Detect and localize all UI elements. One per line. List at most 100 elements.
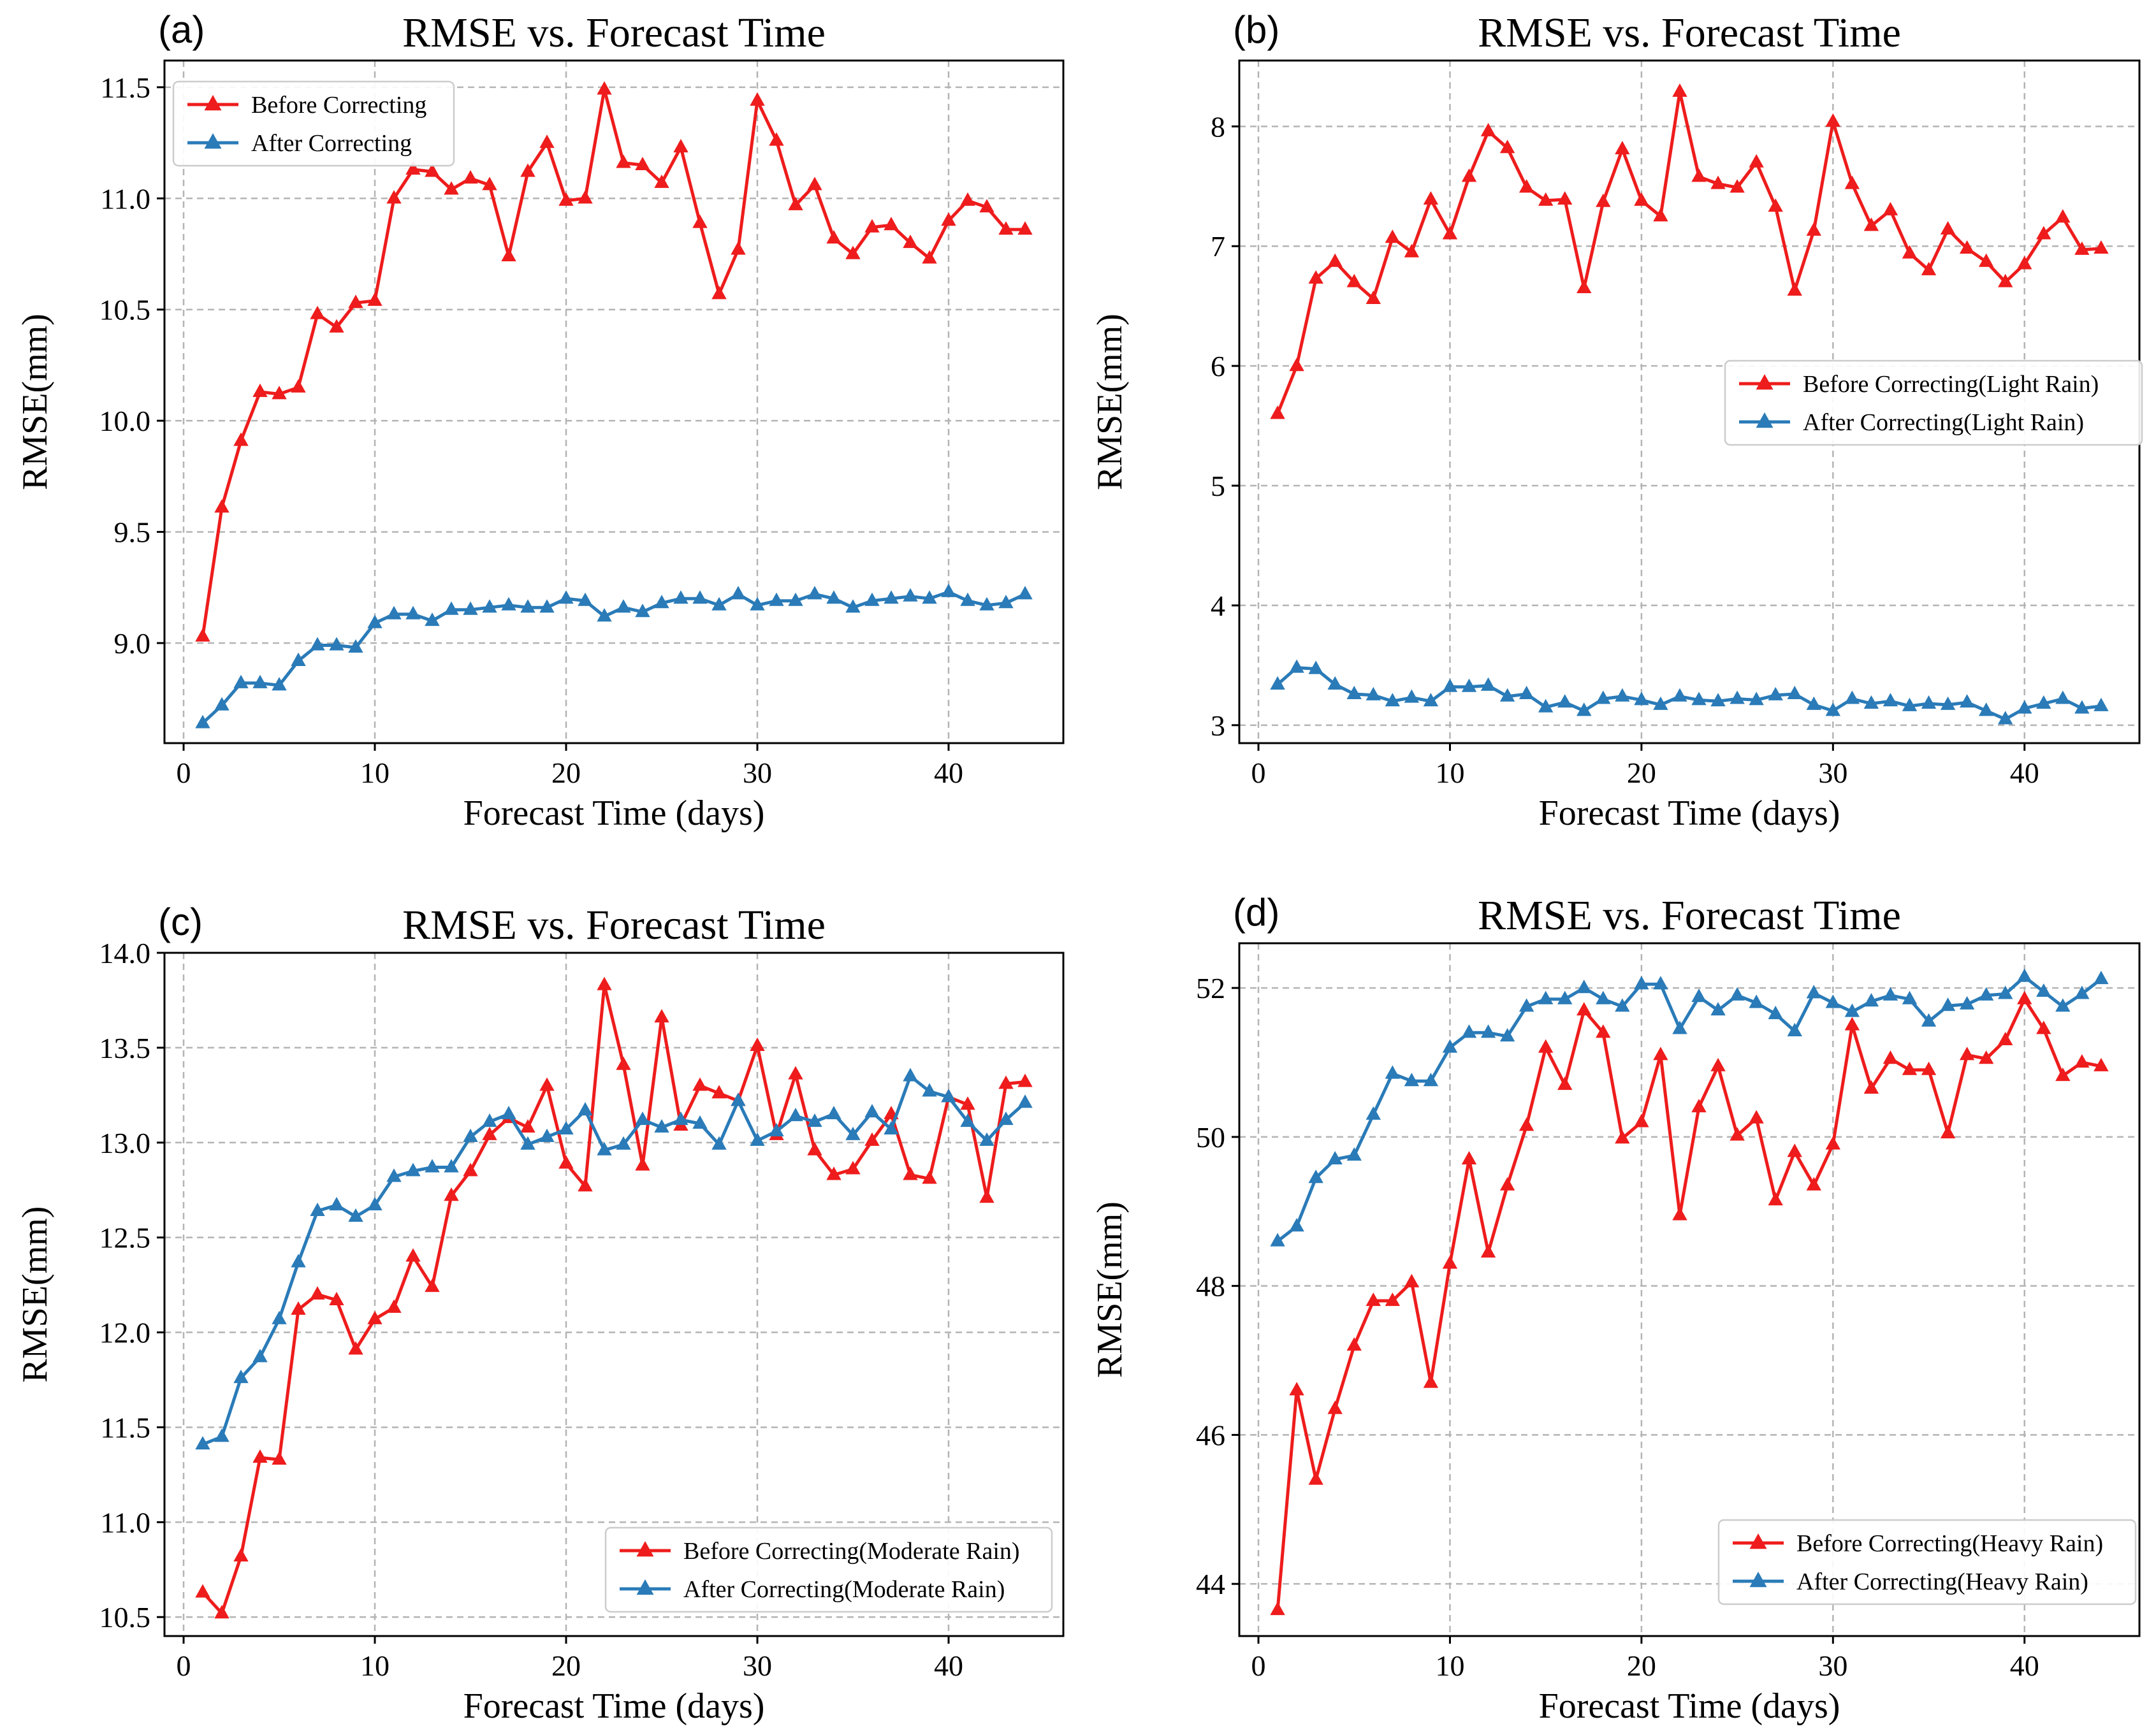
x-tick-label: 40 bbox=[934, 1649, 963, 1682]
data-point-marker bbox=[903, 588, 918, 602]
data-point-marker bbox=[654, 174, 669, 188]
data-point-marker bbox=[1883, 693, 1898, 707]
data-point-marker bbox=[367, 614, 382, 628]
data-point-marker bbox=[2055, 690, 2071, 704]
data-point-marker bbox=[1596, 990, 1611, 1004]
legend: Before Correcting(Moderate Rain) After Co… bbox=[604, 1526, 1053, 1613]
panel-letter: (d) bbox=[1233, 891, 1279, 934]
data-point-marker bbox=[272, 1310, 287, 1324]
y-tick-label: 11.5 bbox=[100, 71, 150, 104]
data-point-marker bbox=[884, 1120, 899, 1134]
data-point-marker bbox=[1615, 141, 1630, 155]
data-point-marker bbox=[501, 1106, 516, 1120]
data-point-marker bbox=[329, 319, 344, 333]
x-tick-label: 40 bbox=[2010, 1649, 2039, 1682]
data-point-marker bbox=[750, 1037, 765, 1051]
data-point-marker bbox=[2017, 700, 2032, 714]
data-point-marker bbox=[1442, 1039, 1458, 1053]
data-point-marker bbox=[635, 604, 650, 618]
data-point-marker bbox=[998, 595, 1014, 609]
data-point-marker bbox=[979, 1189, 994, 1203]
data-point-marker bbox=[826, 1166, 841, 1180]
data-point-marker bbox=[1596, 1024, 1611, 1038]
data-point-marker bbox=[2055, 998, 2071, 1012]
x-tick-label: 0 bbox=[1251, 1649, 1266, 1682]
data-point-marker bbox=[1691, 989, 1707, 1003]
data-point-marker bbox=[1653, 696, 1668, 710]
data-point-marker bbox=[1308, 1170, 1323, 1184]
data-point-marker bbox=[1749, 154, 1764, 168]
data-point-marker bbox=[1998, 711, 2013, 725]
data-point-marker bbox=[960, 592, 975, 606]
data-point-marker bbox=[214, 1605, 229, 1619]
data-point-marker bbox=[1921, 261, 1937, 275]
data-point-marker bbox=[864, 1104, 880, 1118]
y-tick-label: 3 bbox=[1211, 709, 1225, 742]
data-point-marker bbox=[2017, 968, 2032, 982]
y-tick-label: 6 bbox=[1211, 350, 1225, 382]
data-point-marker bbox=[1959, 694, 1975, 708]
data-point-marker bbox=[1749, 994, 1764, 1008]
data-point-marker bbox=[597, 81, 612, 95]
data-point-marker bbox=[1844, 690, 1860, 704]
plot-frame bbox=[163, 952, 1065, 1637]
data-point-marker bbox=[1461, 1024, 1477, 1038]
data-point-marker bbox=[1863, 993, 1879, 1007]
x-tick-label: 30 bbox=[743, 1649, 772, 1682]
data-point-marker bbox=[1806, 696, 1821, 710]
legend-entry: Before Correcting(Heavy Rain) bbox=[1796, 1530, 2103, 1557]
y-axis-label: RMSE(mm) bbox=[1090, 314, 1130, 490]
data-point-marker bbox=[233, 1370, 249, 1384]
data-point-marker bbox=[750, 597, 765, 611]
data-point-marker bbox=[845, 1126, 861, 1140]
panel-letter: (b) bbox=[1233, 8, 1279, 51]
y-tick-label: 10.5 bbox=[99, 1601, 151, 1633]
x-axis-label: Forecast Time (days) bbox=[463, 1686, 765, 1726]
data-point-marker bbox=[444, 1159, 459, 1173]
legend-entry: Before Correcting(Moderate Rain) bbox=[683, 1538, 1020, 1565]
legend-entry: After Correcting bbox=[251, 130, 412, 157]
data-point-marker bbox=[1615, 998, 1630, 1012]
data-point-marker bbox=[635, 156, 650, 171]
data-point-marker bbox=[1863, 695, 1879, 709]
data-point-marker bbox=[463, 1162, 478, 1177]
data-point-marker bbox=[711, 1085, 727, 1099]
legend-box bbox=[1724, 359, 2143, 446]
data-point-marker bbox=[1902, 1061, 1918, 1075]
data-point-marker bbox=[1844, 1003, 1860, 1017]
data-point-marker bbox=[482, 177, 497, 191]
data-point-marker bbox=[195, 1584, 210, 1598]
legend-box bbox=[172, 80, 455, 167]
y-axis-label: RMSE(mm) bbox=[15, 1206, 55, 1383]
data-point-marker bbox=[941, 212, 956, 226]
y-tick-label: 7 bbox=[1211, 230, 1225, 263]
data-point-marker bbox=[252, 674, 268, 688]
plot-frame bbox=[163, 59, 1065, 744]
y-tick-label: 8 bbox=[1211, 110, 1225, 143]
data-point-marker bbox=[329, 1197, 344, 1211]
data-point-marker bbox=[673, 1112, 688, 1126]
data-point-marker bbox=[998, 221, 1014, 235]
data-point-marker bbox=[1308, 660, 1323, 674]
data-point-marker bbox=[1423, 1073, 1439, 1087]
data-point-marker bbox=[195, 1436, 210, 1450]
data-point-marker bbox=[692, 1115, 708, 1129]
x-tick-label: 10 bbox=[360, 757, 390, 789]
data-point-marker bbox=[1787, 685, 1802, 700]
data-point-marker bbox=[2074, 700, 2090, 714]
data-point-marker bbox=[425, 1278, 440, 1293]
data-point-marker bbox=[1806, 1177, 1821, 1191]
data-point-marker bbox=[635, 1112, 650, 1126]
data-point-marker bbox=[1921, 1061, 1937, 1075]
data-point-marker bbox=[2036, 695, 2051, 709]
legend: Before Correcting(Light Rain) After Corre… bbox=[1724, 359, 2143, 446]
data-point-marker bbox=[1978, 253, 1994, 267]
data-point-marker bbox=[1749, 1110, 1764, 1124]
data-point-marker bbox=[616, 1136, 631, 1150]
data-point-marker bbox=[348, 639, 363, 653]
data-point-marker bbox=[1634, 976, 1649, 990]
data-point-marker bbox=[1366, 1293, 1381, 1307]
data-point-marker bbox=[367, 292, 382, 306]
data-point-marker bbox=[1366, 290, 1381, 304]
data-point-marker bbox=[1308, 1471, 1323, 1485]
